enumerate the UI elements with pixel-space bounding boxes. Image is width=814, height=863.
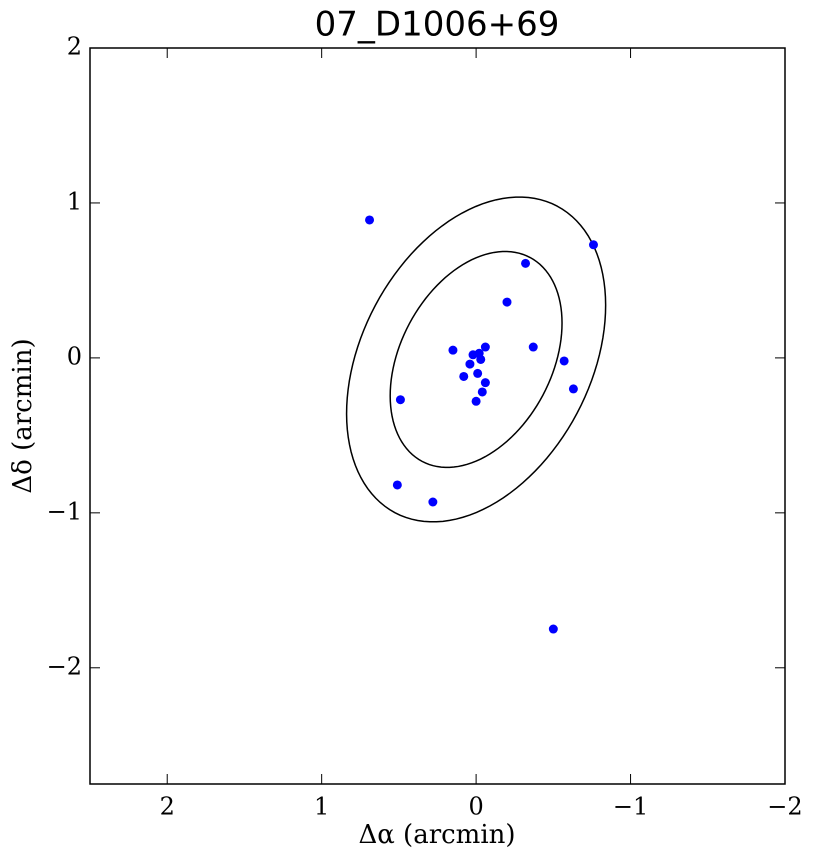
x-tick-label: −1 (613, 793, 648, 821)
chart-title: 07_D1006+69 (315, 5, 560, 45)
point (521, 258, 531, 268)
point (568, 384, 578, 394)
point (480, 342, 490, 352)
y-tick-label: 0 (67, 342, 82, 370)
point (471, 396, 481, 406)
point (548, 624, 558, 634)
point (477, 387, 487, 397)
x-tick-label: −2 (767, 793, 802, 821)
y-tick-label: −2 (47, 652, 82, 680)
ellipse (345, 196, 607, 523)
plot-frame (89, 47, 786, 785)
x-axis-label: Δα (arcmin) (358, 820, 515, 850)
x-tick-label: 2 (160, 793, 175, 821)
point (476, 354, 486, 364)
point (448, 345, 458, 355)
x-tick-label: 0 (468, 793, 483, 821)
y-tick-label: 2 (67, 33, 82, 61)
y-tick-label: −1 (47, 497, 82, 525)
ellipse (389, 250, 563, 469)
point (473, 368, 483, 378)
point (459, 371, 469, 381)
point (480, 378, 490, 388)
y-axis-label: Δδ (arcmin) (8, 338, 38, 493)
y-tick-label: 1 (67, 187, 82, 215)
x-tick-label: 1 (314, 793, 329, 821)
point (559, 356, 569, 366)
point (365, 215, 375, 225)
point (528, 342, 538, 352)
point (395, 395, 405, 405)
point (428, 497, 438, 507)
point (588, 240, 598, 250)
point (502, 297, 512, 307)
point (392, 480, 402, 490)
point (465, 359, 475, 369)
